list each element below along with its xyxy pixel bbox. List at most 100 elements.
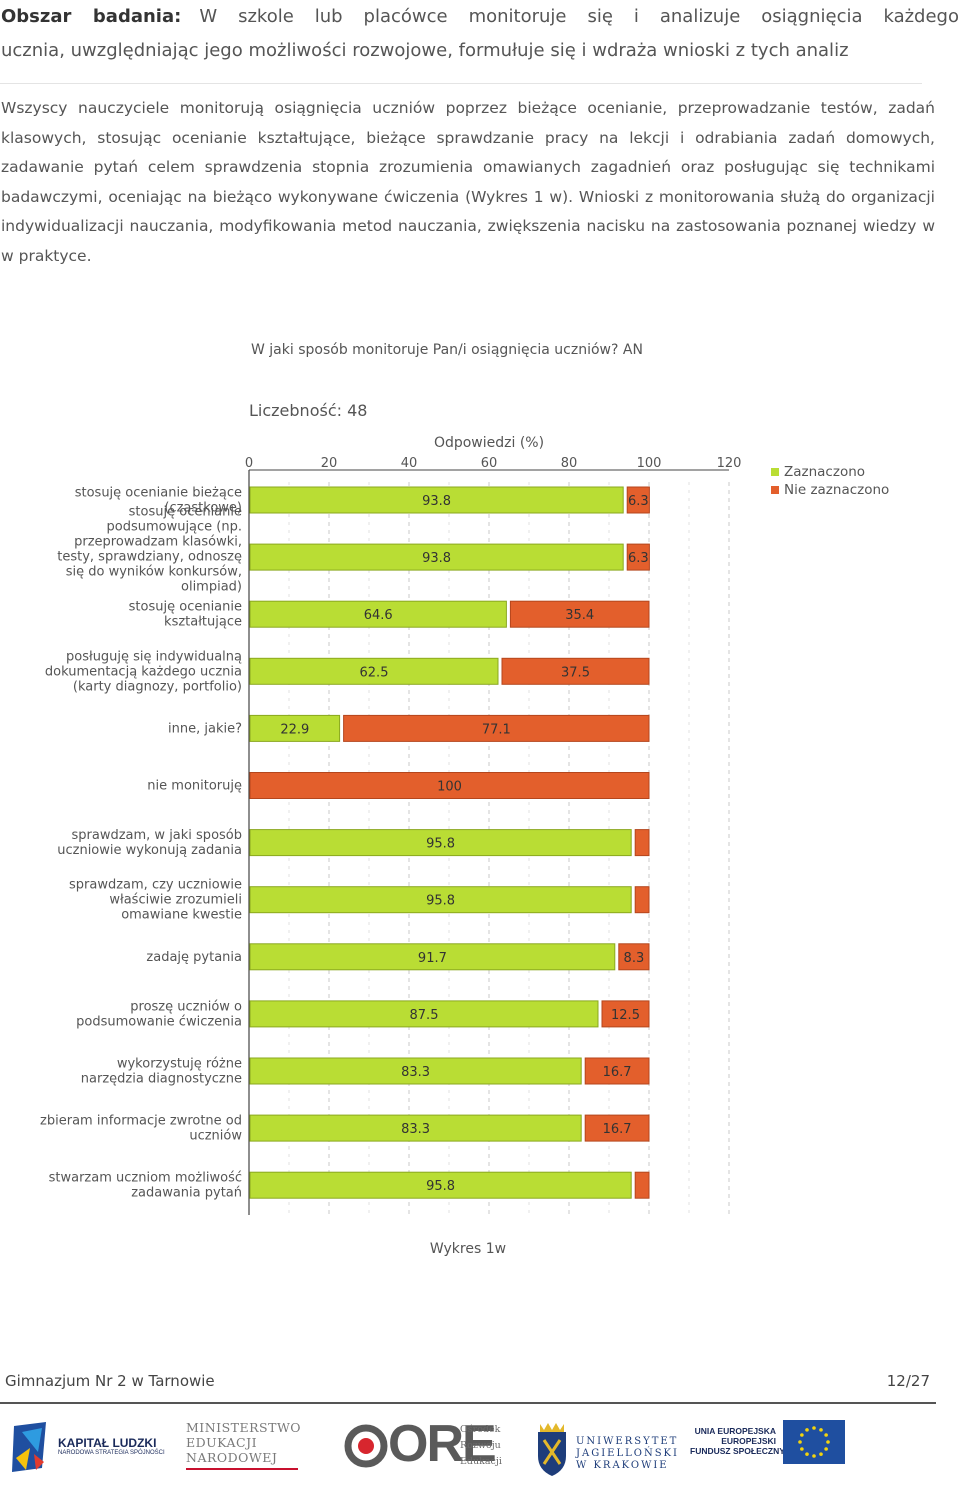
category-label: dokumentacją każdego ucznia [45, 664, 242, 679]
bar-zaznaczono [249, 714, 341, 742]
chart-caption: Wykres 1w [429, 1241, 507, 1257]
bar-value-label: 87.5 [410, 1008, 439, 1023]
kapital-ludzki-icon [12, 1422, 46, 1472]
kapital-ludzki-logo: KAPITAŁ LUDZKI NARODOWA STRATEGIA SPÓJNO… [8, 1412, 173, 1484]
bar-zaznaczono [249, 829, 632, 857]
category-label: sprawdzam, czy uczniowie [69, 878, 242, 893]
research-area-header: Obszar badania: W szkole lub placówce mon… [1, 0, 959, 68]
bar-value-label: 95.8 [426, 837, 455, 852]
bar-value-label: 64.6 [364, 608, 393, 623]
men-logo: MINISTERSTWO EDUKACJI NARODOWEJ [186, 1412, 306, 1484]
uj-logo: UNIWERSYTET JAGIELLOŃSKI W KRAKOWIE [534, 1412, 677, 1484]
ore-circle-icon [344, 1424, 388, 1468]
chart-container: W jaki sposób monitoruje Pan/i osiągnięc… [0, 330, 960, 1230]
bar-value-label: 95.8 [426, 894, 455, 909]
bar-nie-zaznaczono [626, 543, 650, 571]
bar-value-label: 95.8 [426, 1179, 455, 1194]
bar-zaznaczono [249, 1057, 582, 1085]
legend-label: Nie zaznaczono [784, 482, 889, 498]
legend-swatch [771, 486, 779, 494]
bar-nie-zaznaczono [509, 600, 650, 628]
eu-star [824, 1433, 828, 1437]
bar-nie-zaznaczono [249, 772, 650, 799]
eu-star [812, 1426, 816, 1430]
ore-logo: ORE Ośrodek Rozwoju Edukacji [342, 1412, 517, 1484]
bar-value-label: 8.3 [624, 951, 645, 966]
bar-zaznaczono [249, 1171, 632, 1199]
body-paragraph: Wszyscy nauczyciele monitorują osiągnięc… [1, 99, 935, 265]
x-tick-label: 40 [401, 456, 418, 471]
eu-star [826, 1440, 830, 1444]
bar-value-label: 100 [437, 780, 462, 795]
category-label: testy, sprawdziany, odnoszę [57, 550, 242, 565]
eu-star [819, 1428, 823, 1432]
bar-value-label: 37.5 [561, 665, 590, 680]
category-label: kształtujące [164, 615, 242, 630]
category-label: stosuję ocenianie [129, 600, 242, 615]
category-label: uczniowie wykonują zadania [57, 843, 242, 858]
eu-star [800, 1433, 804, 1437]
bar-zaznaczono [249, 600, 507, 628]
men-text: MINISTERSTWO EDUKACJI NARODOWEJ [186, 1420, 302, 1465]
bar-zaznaczono [249, 1114, 582, 1142]
x-tick-label: 120 [717, 456, 742, 471]
category-label: proszę uczniów o [130, 999, 242, 1014]
bar-value-label: 83.3 [401, 1065, 430, 1080]
bar-value-label: 35.4 [565, 608, 594, 623]
bar-value-label: 12.5 [611, 1008, 640, 1023]
eu-star [812, 1454, 816, 1458]
category-label: nie monitoruję [147, 779, 242, 794]
legend-label: Zaznaczono [784, 464, 865, 480]
eu-star [824, 1447, 828, 1451]
bar-value-label: 83.3 [401, 1122, 430, 1137]
category-label: (cząstkowe) [164, 501, 242, 516]
bar-nie-zaznaczono [626, 486, 650, 514]
category-label: (karty diagnozy, portfolio) [73, 679, 242, 694]
legend-swatch [771, 468, 779, 476]
category-label: sprawdzam, w jaki sposób [71, 828, 242, 843]
bar-nie-zaznaczono [618, 943, 650, 971]
chart-count-label: Liczebność: 48 [249, 401, 367, 420]
x-tick-label: 0 [245, 456, 253, 471]
category-label: zadaję pytania [146, 950, 242, 965]
category-label: zadawania pytań [131, 1186, 242, 1201]
header-separator [0, 83, 922, 84]
bar-nie-zaznaczono [634, 1171, 650, 1199]
bar-zaznaczono [249, 657, 499, 685]
category-label: zbieram informacje zwrotne od [40, 1114, 242, 1129]
bar-zaznaczono [249, 943, 616, 971]
category-label: stwarzam uczniom możliwość [49, 1171, 242, 1186]
bar-zaznaczono [249, 486, 624, 514]
bar-value-label: 6.3 [628, 551, 649, 566]
x-tick-label: 100 [637, 456, 662, 471]
kapital-ludzki-text: KAPITAŁ LUDZKI [58, 1436, 157, 1450]
bar-nie-zaznaczono [343, 714, 650, 742]
category-label: stosuję ocenianie bieżące [75, 486, 242, 501]
category-label: uczniów [189, 1129, 242, 1144]
eu-star [800, 1447, 804, 1451]
x-tick-label: 20 [321, 456, 338, 471]
bar-nie-zaznaczono [501, 657, 650, 685]
category-label: podsumowanie ćwiczenia [76, 1014, 242, 1029]
footer-page-number: 12/27 [886, 1372, 930, 1390]
research-area-line2: ucznia, uwzględniając jego możliwości ro… [1, 40, 849, 61]
bar-nie-zaznaczono [584, 1057, 650, 1085]
bar-zaznaczono [249, 1000, 599, 1028]
bar-nie-zaznaczono [584, 1114, 650, 1142]
bar-chart: W jaki sposób monitoruje Pan/i osiągnięc… [40, 342, 889, 1215]
category-label: narzędzia diagnostyczne [81, 1072, 242, 1087]
logo-strip: KAPITAŁ LUDZKI NARODOWA STRATEGIA SPÓJNO… [0, 1412, 960, 1484]
eu-star [805, 1452, 809, 1456]
research-area-line1: Obszar badania: W szkole lub placówce mon… [1, 0, 959, 34]
bar-value-label: 16.7 [603, 1122, 632, 1137]
category-label: posługuję się indywidualną [66, 649, 242, 664]
bar-nie-zaznaczono [601, 1000, 650, 1028]
eu-star [798, 1440, 802, 1444]
bar-nie-zaznaczono [634, 829, 650, 857]
uj-text: UNIWERSYTET JAGIELLOŃSKI W KRAKOWIE [576, 1436, 679, 1471]
eu-star [819, 1452, 823, 1456]
bar-zaznaczono [249, 886, 632, 914]
footer-divider [0, 1402, 936, 1404]
ore-subtext: Ośrodek Rozwoju Edukacji [460, 1424, 502, 1467]
category-label: olimpiad) [181, 580, 242, 595]
